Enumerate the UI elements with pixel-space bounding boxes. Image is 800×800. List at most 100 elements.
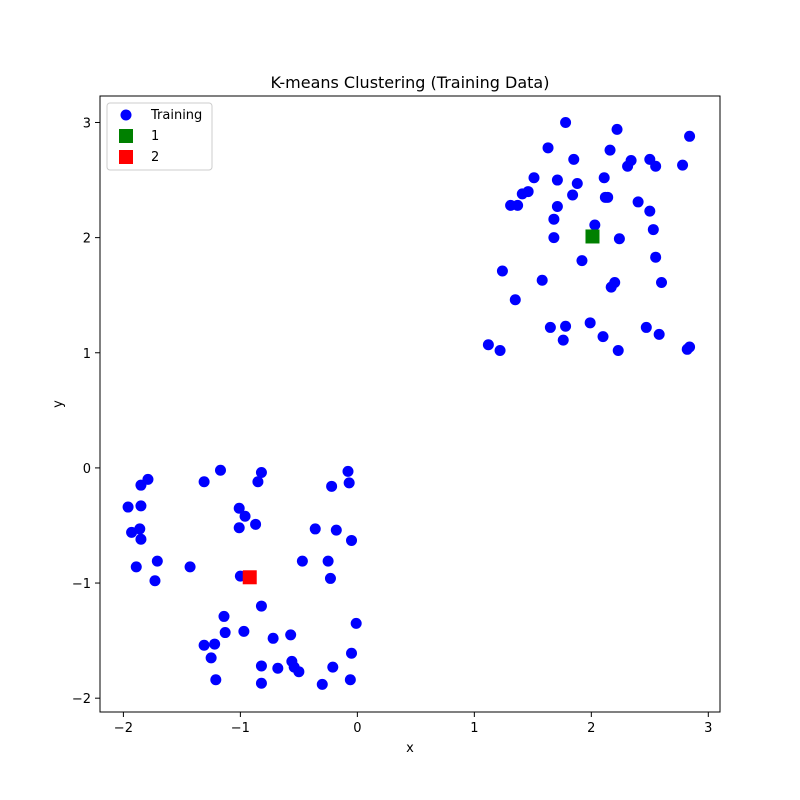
training-point	[548, 232, 560, 244]
training-point	[548, 213, 560, 225]
training-point	[647, 224, 659, 236]
training-point	[509, 294, 521, 306]
plot-border	[99, 95, 721, 713]
training-point	[567, 189, 579, 201]
training-point	[296, 555, 308, 567]
training-point	[272, 662, 284, 674]
training-point	[344, 674, 356, 686]
plot-area	[100, 96, 720, 712]
training-point	[239, 510, 251, 522]
legend: Training 1 2	[106, 102, 213, 171]
training-point	[343, 477, 355, 489]
legend-label-cluster-1: 1	[151, 129, 159, 144]
x-axis-label: x	[406, 741, 414, 756]
training-point	[350, 617, 362, 629]
training-point	[342, 465, 354, 477]
training-point	[528, 172, 540, 184]
training-point	[198, 476, 210, 488]
training-point	[122, 501, 134, 513]
centroid-marker-2	[242, 570, 257, 585]
training-point	[233, 522, 245, 534]
training-point	[611, 123, 623, 135]
training-point	[149, 575, 161, 587]
training-point	[571, 178, 583, 190]
training-point	[327, 661, 339, 673]
points-layer	[122, 116, 696, 690]
training-point	[130, 561, 142, 573]
training-point	[589, 219, 601, 231]
training-point	[613, 233, 625, 245]
legend-marker-cluster-2	[119, 150, 133, 164]
chart-title: K-means Clustering (Training Data)	[271, 73, 550, 92]
training-point	[209, 638, 221, 650]
training-point	[598, 172, 610, 184]
training-point	[330, 524, 342, 536]
legend-box	[106, 102, 213, 171]
training-point	[496, 265, 508, 277]
training-point	[326, 480, 338, 492]
y-axis-ticks: −2 −1 0 1 2 3	[72, 116, 100, 707]
training-point	[612, 344, 624, 356]
x-tick-label: 0	[353, 721, 361, 736]
training-point	[322, 555, 334, 567]
training-point	[205, 652, 217, 664]
training-point	[656, 277, 668, 289]
training-point	[184, 561, 196, 573]
y-axis-label: y	[51, 400, 66, 408]
training-point	[255, 677, 267, 689]
training-point	[198, 639, 210, 651]
y-tick-label: 2	[83, 232, 91, 247]
training-point	[536, 274, 548, 286]
training-point	[285, 629, 297, 641]
x-tick-label: 2	[587, 721, 595, 736]
training-point	[602, 191, 614, 203]
training-point	[126, 526, 138, 538]
training-point	[250, 518, 262, 530]
training-point	[494, 344, 506, 356]
training-point	[309, 523, 321, 535]
training-point	[597, 331, 609, 343]
training-point	[551, 201, 563, 213]
x-axis-ticks: −2 −1 0 1 2 3	[114, 712, 712, 736]
training-point	[324, 572, 336, 584]
training-point	[640, 321, 652, 333]
training-point	[644, 205, 656, 217]
training-point	[604, 144, 616, 156]
training-point	[684, 130, 696, 142]
training-point	[516, 188, 528, 200]
y-tick-label: 0	[83, 462, 91, 477]
training-point	[219, 627, 231, 639]
training-point	[653, 328, 665, 340]
training-point	[584, 317, 596, 329]
y-tick-label: 1	[83, 347, 91, 362]
y-tick-label: 3	[83, 116, 91, 131]
training-point	[482, 339, 494, 351]
centroid-marker-1	[585, 229, 600, 244]
x-tick-label: 3	[704, 721, 712, 736]
training-point	[605, 281, 617, 293]
training-point	[622, 160, 634, 172]
training-point	[346, 647, 358, 659]
training-point	[576, 255, 588, 267]
y-tick-label: −1	[72, 577, 91, 592]
y-tick-label: −2	[72, 692, 91, 707]
training-point	[135, 479, 147, 491]
training-point	[255, 467, 267, 479]
training-point	[210, 674, 222, 686]
training-point	[568, 153, 580, 165]
training-point	[650, 251, 662, 263]
training-point	[135, 533, 147, 545]
training-point	[560, 116, 572, 128]
training-point	[267, 632, 279, 644]
training-point	[255, 660, 267, 672]
x-tick-label: −2	[114, 721, 133, 736]
training-point	[632, 196, 644, 208]
training-point	[551, 174, 563, 186]
training-point	[316, 678, 328, 690]
training-point	[255, 600, 267, 612]
training-point	[512, 199, 524, 211]
training-point	[151, 555, 163, 567]
training-point	[135, 500, 147, 512]
training-point	[214, 464, 226, 476]
